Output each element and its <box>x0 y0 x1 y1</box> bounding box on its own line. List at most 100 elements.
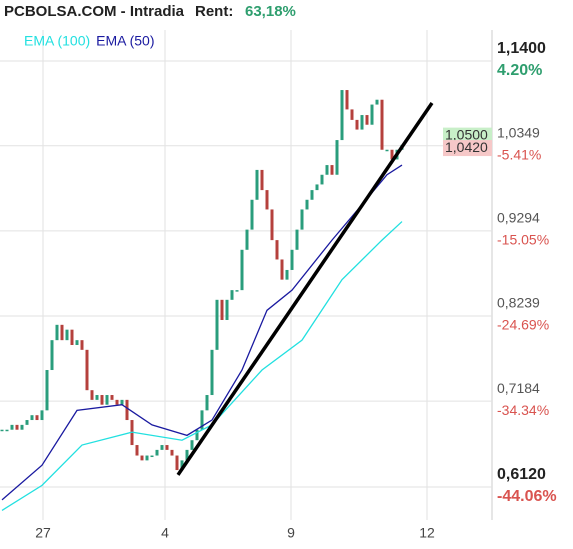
candle <box>290 249 294 270</box>
candle <box>190 440 194 450</box>
candle <box>30 415 34 421</box>
price-label: 1,0500 <box>445 126 488 142</box>
candle <box>100 395 104 405</box>
y-pct-label: 4.20% <box>497 62 542 79</box>
price-label-box <box>443 140 492 157</box>
candle <box>245 229 249 250</box>
y-pct-label: -15.05% <box>497 232 549 248</box>
candle <box>145 455 149 461</box>
candle <box>220 299 224 320</box>
x-tick-label: 9 <box>287 525 295 541</box>
candle <box>75 340 79 345</box>
candle <box>370 104 374 125</box>
candle <box>185 449 189 461</box>
x-tick-label: 4 <box>161 525 169 541</box>
candle <box>155 449 159 456</box>
candle <box>345 90 349 110</box>
candle <box>165 445 169 450</box>
y-tick-label: 0,7184 <box>497 380 540 396</box>
y-pct-label: -44.06% <box>497 488 557 505</box>
candle <box>255 169 259 200</box>
candle <box>25 420 29 425</box>
candle <box>110 395 114 400</box>
candle <box>160 445 164 450</box>
candle <box>115 399 119 405</box>
candle <box>210 349 214 396</box>
y-pct-label: -5.41% <box>497 146 541 162</box>
legend-entry: EMA (50) <box>96 33 154 49</box>
candle <box>275 240 279 260</box>
candle <box>135 445 139 456</box>
candle <box>45 370 49 411</box>
candle <box>225 299 229 320</box>
legend-entry: EMA (100) <box>24 33 90 49</box>
candle <box>10 424 14 430</box>
candle <box>65 329 69 341</box>
y-tick-label: 0,8239 <box>497 295 540 311</box>
chart-title: PCBOLSA.COM - Intradia <box>4 3 185 20</box>
candle <box>200 410 204 430</box>
candle <box>20 424 24 430</box>
candle <box>215 299 219 350</box>
y-tick-label: 0,9294 <box>497 210 540 226</box>
candle <box>175 455 179 471</box>
x-tick-label: 27 <box>35 525 51 541</box>
y-tick-label: 1,0349 <box>497 124 540 140</box>
candle <box>350 109 354 120</box>
candle <box>85 349 89 391</box>
candle <box>375 99 379 105</box>
candle <box>385 149 389 152</box>
candle <box>235 290 239 292</box>
candle <box>140 455 144 461</box>
candle <box>170 449 174 456</box>
candle <box>360 115 364 130</box>
candle <box>40 410 44 421</box>
y-tick-label: 1,1400 <box>497 40 546 57</box>
candle <box>340 90 344 141</box>
x-tick-label: 12 <box>419 525 435 541</box>
candle <box>230 290 234 300</box>
candle <box>0 429 4 432</box>
candle <box>320 174 324 185</box>
candle <box>205 395 209 411</box>
candle <box>250 199 254 230</box>
y-tick-label: 0,6120 <box>497 466 546 483</box>
rent-label: Rent: <box>195 3 233 20</box>
candle <box>310 190 314 200</box>
candle <box>365 115 369 125</box>
candle <box>305 199 309 210</box>
candle <box>270 209 274 241</box>
candle <box>120 399 124 405</box>
rent-value: 63,18% <box>245 3 296 20</box>
candle <box>60 324 64 341</box>
candle <box>70 329 74 345</box>
y-pct-label: -34.34% <box>497 402 549 418</box>
candle <box>105 395 109 405</box>
candle <box>125 399 129 421</box>
price-label: 1,0420 <box>445 139 488 155</box>
candle <box>300 209 304 230</box>
candle <box>55 324 59 341</box>
candle <box>180 460 184 471</box>
ema-line <box>1 221 403 511</box>
trendline <box>176 101 434 476</box>
candle <box>315 184 319 191</box>
candle <box>90 390 94 400</box>
candle <box>335 140 339 175</box>
candle <box>280 259 284 280</box>
candle <box>265 190 269 210</box>
candle <box>260 169 264 191</box>
candle <box>355 119 359 130</box>
candle <box>5 429 9 432</box>
candle <box>390 149 394 160</box>
y-pct-label: -24.69% <box>497 317 549 333</box>
candle <box>80 340 84 350</box>
price-label-box <box>443 127 492 144</box>
candle <box>330 165 334 175</box>
candle <box>50 340 54 371</box>
candle <box>15 424 19 430</box>
candle <box>195 429 199 441</box>
candle <box>380 99 384 150</box>
candle <box>295 229 299 250</box>
